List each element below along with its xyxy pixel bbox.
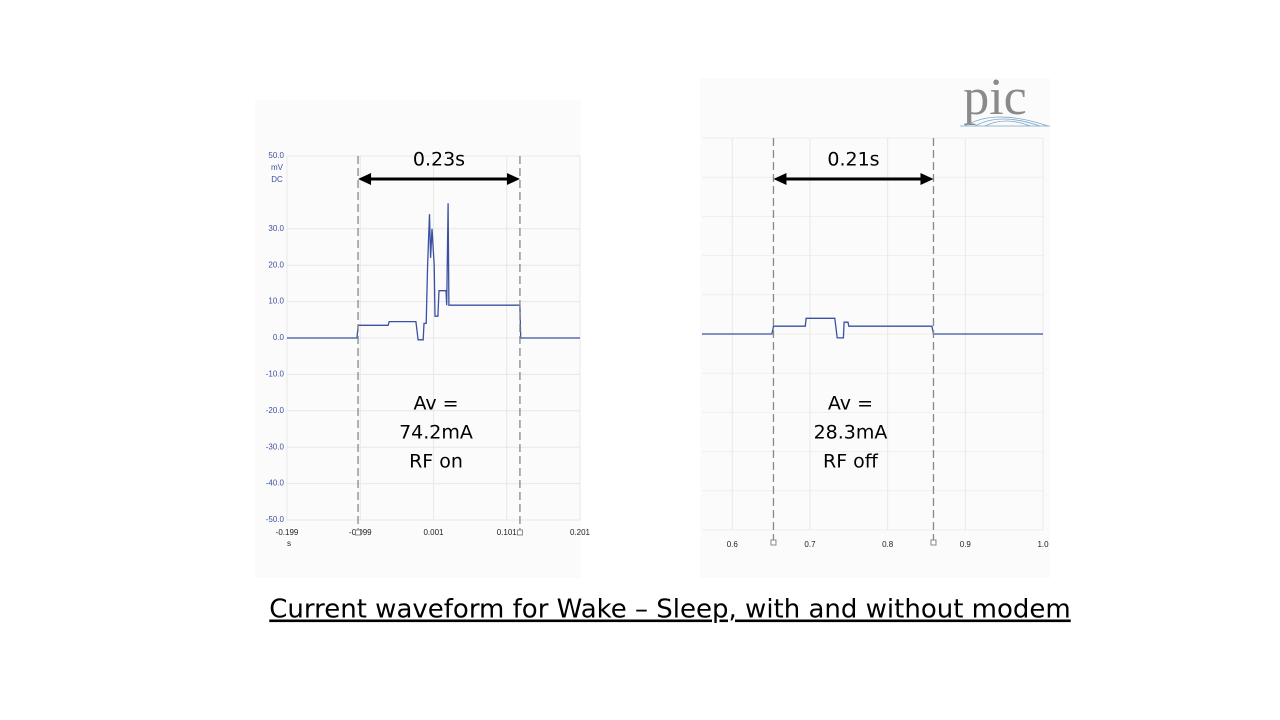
cursor-handle (516, 529, 523, 536)
annotation: 28.3mA (814, 422, 888, 444)
x-tick-label: 0.8 (882, 540, 894, 549)
waveform (702, 317, 1043, 339)
x-tick-label: 1.0 (1037, 540, 1049, 549)
coupling: DC (271, 175, 283, 184)
waveform (287, 203, 580, 341)
arrow-head (358, 173, 372, 185)
x-tick-label: 0.6 (727, 540, 739, 549)
y-tick-label: 20.0 (268, 260, 284, 269)
cursor-handle (770, 539, 777, 546)
x-tick-label: 0.9 (960, 540, 972, 549)
cursor-handle (930, 539, 937, 546)
arrow-head (773, 173, 787, 185)
y-unit: mV (271, 163, 284, 172)
logo: pic (963, 69, 1027, 126)
arrow-head (506, 173, 520, 185)
logo-arcs (960, 116, 1050, 127)
span-label: 0.21s (827, 149, 879, 171)
x-tick-label: 0.101 (497, 528, 518, 537)
x-tick-label: 0.001 (423, 528, 444, 537)
caption: Current waveform for Wake – Sleep, with … (269, 595, 1070, 625)
y-tick-label: -30.0 (266, 442, 285, 451)
annotation: RF on (409, 451, 463, 473)
y-tick-label: 30.0 (268, 224, 284, 233)
arrow-head (920, 173, 934, 185)
y-tick-label: -40.0 (266, 479, 285, 488)
y-tick-label: -10.0 (266, 370, 285, 379)
annotation: Av = (413, 393, 458, 415)
annotation: RF off (823, 451, 879, 473)
x-tick-label: -0.199 (276, 528, 299, 537)
cursor-handle (355, 529, 362, 536)
y-tick-label: 0.0 (273, 333, 285, 342)
y-tick-label: 10.0 (268, 297, 284, 306)
y-tick-label: 50.0 (268, 151, 284, 160)
y-tick-label: -50.0 (266, 515, 285, 524)
x-tick-label: 0.201 (570, 528, 591, 537)
annotation: Av = (828, 393, 873, 415)
annotation: 74.2mA (399, 422, 473, 444)
span-label: 0.23s (413, 149, 465, 171)
y-tick-label: -20.0 (266, 406, 285, 415)
x-unit: s (287, 539, 291, 548)
panel (700, 78, 1050, 578)
x-tick-label: 0.7 (804, 540, 816, 549)
